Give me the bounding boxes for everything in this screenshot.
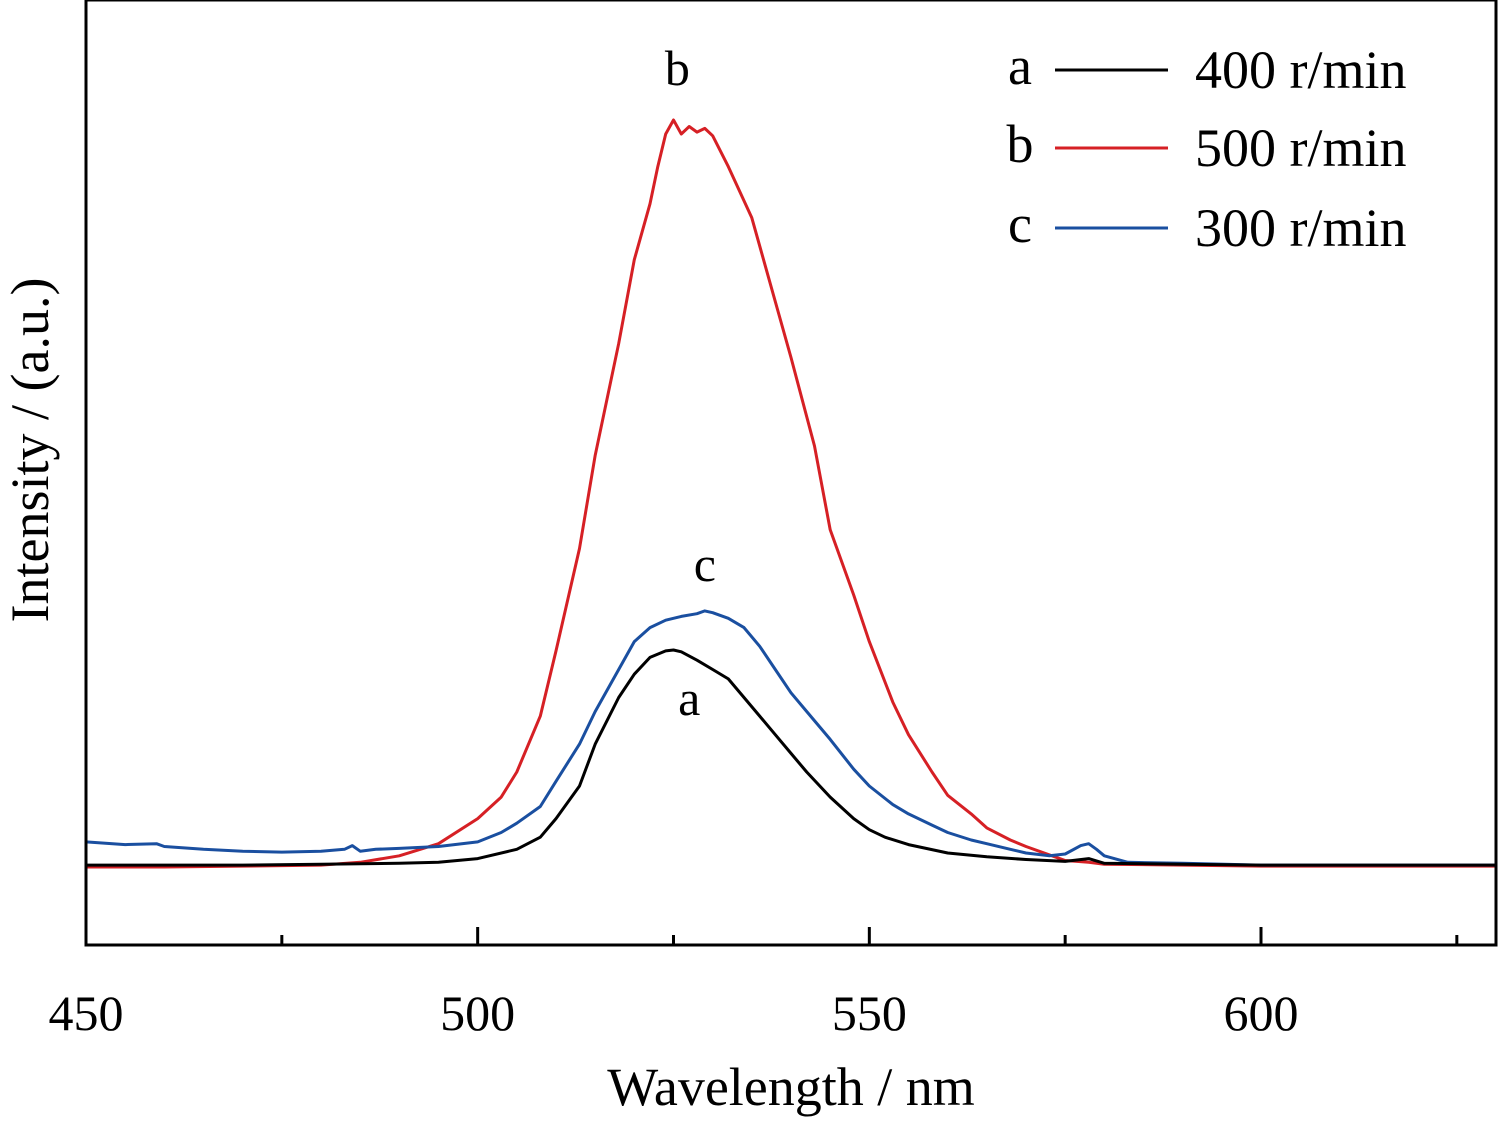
tick-labels-group: 450 500 550 600: [49, 985, 1299, 1041]
series-line-a: [86, 648, 1496, 867]
x-tick-label: 550: [832, 985, 907, 1041]
curves-group: [85, 118, 1496, 869]
series-line-c: [85, 609, 1496, 867]
curve-label-c: c: [694, 536, 716, 592]
legend: a 400 r/min b 500 r/min c 300 r/min: [1007, 36, 1407, 258]
curve-labels-group: a b c: [665, 40, 716, 726]
plot-frame: [84, 0, 1498, 947]
ticks-group: [84, 927, 1459, 945]
legend-label-b: 500 r/min: [1195, 118, 1407, 178]
legend-label-c: 300 r/min: [1195, 198, 1407, 258]
curve-label-b: b: [665, 40, 690, 96]
x-tick-label: 600: [1224, 985, 1299, 1041]
curve-label-a: a: [678, 670, 700, 726]
x-tick-label: 450: [49, 985, 124, 1041]
legend-marker-letter: a: [1008, 36, 1032, 96]
legend-marker-letter: b: [1007, 114, 1034, 174]
series-line-b: [86, 118, 1496, 869]
y-axis-label: Intensity / (a.u.): [0, 278, 60, 623]
legend-label-a: 400 r/min: [1195, 40, 1407, 100]
x-axis-label: Wavelength / nm: [607, 1057, 975, 1117]
legend-marker-letter: c: [1008, 194, 1032, 254]
x-tick-label: 500: [440, 985, 515, 1041]
